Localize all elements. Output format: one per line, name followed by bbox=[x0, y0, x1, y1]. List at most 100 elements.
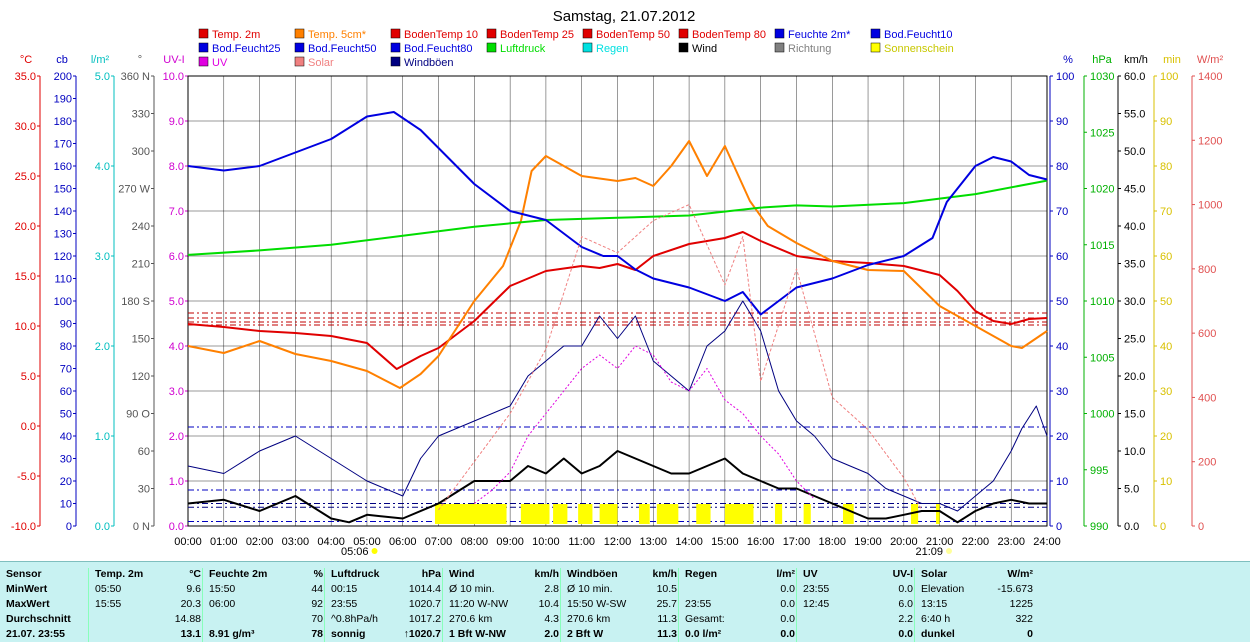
axis-tick-label: 160 bbox=[54, 161, 72, 173]
stats-cell-value: 20.3 bbox=[180, 598, 201, 610]
stats-cell-value: 1225 bbox=[1009, 598, 1033, 610]
sunshine-bar bbox=[434, 504, 507, 524]
stats-hum: Feuchte 2m% 15:50 44 06:00 92 70 8.91 g/m³ 78 bbox=[202, 568, 329, 642]
axis-tick-label: 150 bbox=[132, 334, 150, 346]
sunshine-bar bbox=[696, 504, 711, 524]
axis-tick-label: 5.0 bbox=[95, 71, 110, 83]
legend-label: Temp. 2m bbox=[212, 29, 260, 41]
axis-tick-label: 15.0 bbox=[1124, 409, 1145, 421]
stats-cell-time: ^0.8hPa/h bbox=[331, 613, 378, 625]
stats-row-label: Durchschnitt bbox=[6, 613, 71, 625]
sunshine-bar bbox=[520, 504, 550, 524]
series-temp-5cm- bbox=[187, 140, 1048, 389]
legend-swatch bbox=[582, 28, 593, 39]
stats-sensor-header: Sensor bbox=[6, 568, 42, 580]
legend-label: UV bbox=[212, 57, 228, 69]
axis-tick-label: 240 bbox=[132, 221, 150, 233]
legend-label: Bod.Feucht50 bbox=[308, 43, 377, 55]
axis-unit: % bbox=[1063, 54, 1073, 66]
stats-header-label: Windböen bbox=[567, 568, 618, 580]
axis-tick-label: 140 bbox=[54, 206, 72, 218]
axis-tick-label: 50.0 bbox=[1124, 146, 1145, 158]
stats-row: 15:50 44 bbox=[209, 583, 329, 598]
axis-tick-label: 80 bbox=[60, 341, 72, 353]
axis-tick-label: 10.0 bbox=[163, 71, 184, 83]
stats-row: 270.6 km 4.3 bbox=[449, 613, 565, 628]
axis-tick-label: 0 N bbox=[133, 521, 150, 533]
stats-cell-time: Elevation bbox=[921, 583, 965, 595]
stats-row: 70 bbox=[209, 613, 329, 628]
axis-tick-label: 0 bbox=[1056, 521, 1062, 533]
stats-cell-time: 23:55 bbox=[803, 583, 830, 595]
stats-cell-value: ↑1020.7 bbox=[403, 628, 441, 640]
stats-row: 8.91 g/m³ 78 bbox=[209, 628, 329, 643]
x-tick-label: 00:00 bbox=[174, 536, 202, 548]
stats-cell-value: 0.0 bbox=[780, 628, 795, 640]
stats-cell-time: 1 Bft W-NW bbox=[449, 628, 506, 640]
stats-cell-value: 0.0 bbox=[780, 583, 795, 595]
legend-label: BodenTemp 10 bbox=[404, 29, 478, 41]
axis-tick-label: 40.0 bbox=[1124, 221, 1145, 233]
sun-icon bbox=[945, 548, 952, 554]
legend-swatch bbox=[390, 56, 401, 67]
stats-cell-value: 0.0 bbox=[898, 583, 913, 595]
stats-row-label: MaxWert bbox=[6, 598, 50, 610]
axis-tick-label: 30.0 bbox=[15, 121, 36, 133]
stats-header: Luftdruck hPa bbox=[331, 568, 447, 583]
stats-header-label: Solar bbox=[921, 568, 948, 580]
stats-cell-time: 11:20 W-NW bbox=[449, 598, 509, 610]
stats-cell-value: 0.0 bbox=[780, 598, 795, 610]
stats-cell-value: 322 bbox=[1015, 613, 1033, 625]
stats-header-unit: % bbox=[313, 568, 323, 580]
axis-tick-label: 0 bbox=[1160, 521, 1166, 533]
axis-tick-label: 1005 bbox=[1090, 352, 1114, 364]
legend-swatch bbox=[678, 42, 689, 53]
stats-row: sonnig ↑1020.7 bbox=[331, 628, 447, 643]
axis-tick-label: 40 bbox=[60, 431, 72, 443]
axis-tick-label: 330 bbox=[132, 109, 150, 121]
sunset-label: 21:09 bbox=[915, 546, 943, 558]
stats-cell-value: 4.3 bbox=[544, 613, 559, 625]
legend-swatch bbox=[582, 42, 593, 53]
statistics-panel: Sensor MinWert MaxWert Durchschnitt 21.0… bbox=[0, 561, 1250, 642]
axis-tick-label: 8.0 bbox=[169, 161, 184, 173]
axis-tick-label: 210 bbox=[132, 259, 150, 271]
sunshine-bar bbox=[936, 504, 940, 524]
axis-tick-label: 0.0 bbox=[95, 521, 110, 533]
stats-cell-value: 13.1 bbox=[180, 628, 201, 640]
stats-cell-value: 44 bbox=[311, 583, 323, 595]
axis-tick-label: 25.0 bbox=[1124, 334, 1145, 346]
axis-tick-label: 55.0 bbox=[1124, 109, 1145, 121]
legend-swatch bbox=[774, 28, 785, 39]
stats-row: 2 Bft W 11.3 bbox=[567, 628, 683, 643]
sunshine-bar bbox=[803, 504, 811, 524]
stats-header-unit: hPa bbox=[421, 568, 441, 580]
axis-tick-label: 100 bbox=[1056, 71, 1074, 83]
x-tick-label: 20:00 bbox=[890, 536, 918, 548]
series-windb-en bbox=[187, 300, 1048, 512]
axis-tick-label: 2.0 bbox=[95, 341, 110, 353]
stats-cell-time: 12:45 bbox=[803, 598, 830, 610]
x-tick-label: 13:00 bbox=[640, 536, 668, 548]
x-tick-label: 12:00 bbox=[604, 536, 632, 548]
sunshine-bar bbox=[599, 504, 618, 524]
legend-label: Sonnenschein bbox=[884, 43, 954, 55]
axis-tick-label: 995 bbox=[1090, 465, 1108, 477]
series-temp-2m bbox=[187, 231, 1048, 370]
legend-swatch bbox=[198, 28, 209, 39]
legend-swatch bbox=[678, 28, 689, 39]
axis-tick-label: 4.0 bbox=[95, 161, 110, 173]
axis-tick-label: 70 bbox=[1160, 206, 1172, 218]
stats-row: 270.6 km 11.3 bbox=[567, 613, 683, 628]
axis-tick-label: 70 bbox=[60, 364, 72, 376]
axis-tick-label: 30 bbox=[1056, 386, 1068, 398]
axis-tick-label: 1025 bbox=[1090, 127, 1114, 139]
stats-cell-time: 15:50 W-SW bbox=[567, 598, 627, 610]
stats-cell-value: 25.7 bbox=[656, 598, 677, 610]
axis-tick-label: 360 N bbox=[121, 71, 150, 83]
stats-header-unit: W/m² bbox=[1007, 568, 1033, 580]
stats-cell-value: 0.0 bbox=[898, 628, 913, 640]
axis-tick-label: 1.0 bbox=[95, 431, 110, 443]
legend-label: Bod.Feucht80 bbox=[404, 43, 473, 55]
x-tick-label: 08:00 bbox=[461, 536, 489, 548]
